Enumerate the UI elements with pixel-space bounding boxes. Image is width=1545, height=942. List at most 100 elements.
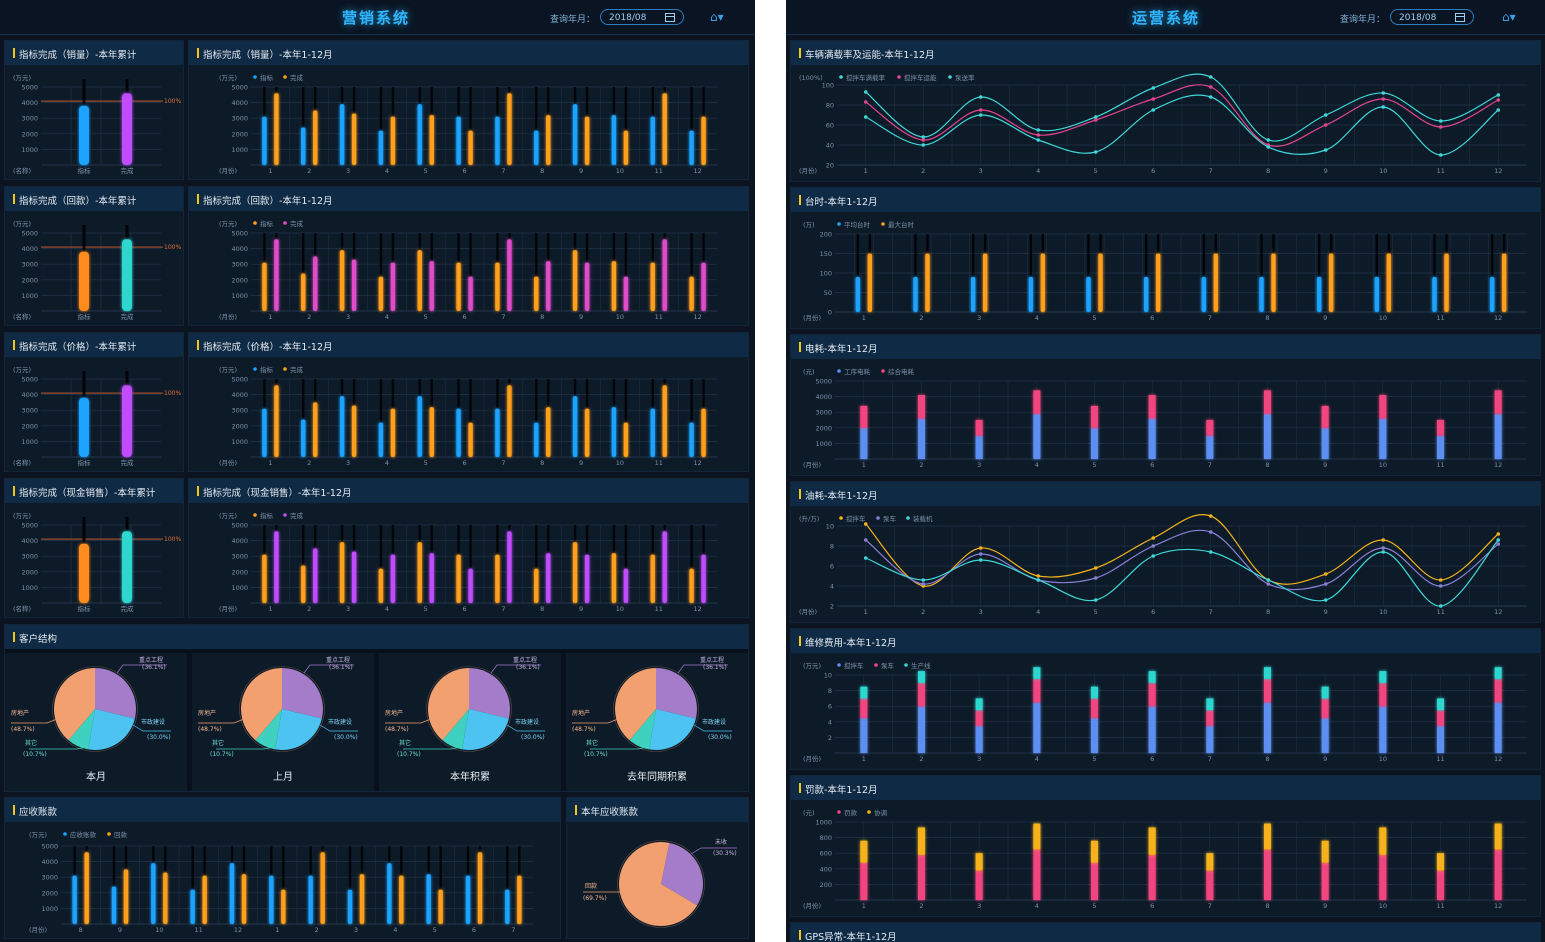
- bar: [1033, 849, 1041, 900]
- x-tick-label: 9: [118, 926, 122, 934]
- bar: [281, 889, 286, 924]
- legend-dot: [107, 832, 111, 836]
- y-tick-label: 3000: [41, 874, 58, 882]
- bar-track: [379, 379, 383, 457]
- bar: [301, 273, 306, 311]
- x-tick-label: 4: [1035, 314, 1039, 322]
- pie-slice: [255, 709, 282, 750]
- legend-label: 指标: [260, 511, 274, 520]
- y-tick-label: 2000: [231, 422, 248, 430]
- pie-leader-line: [29, 746, 88, 750]
- data-point: [1208, 75, 1213, 79]
- bar: [1264, 413, 1271, 459]
- x-axis-label: (月份): [799, 166, 817, 175]
- marketing-header: 营销系统 查询年月： 2018/08 ⌂▾: [0, 0, 755, 35]
- legend-label: 完成: [290, 365, 304, 374]
- pie-leader-line: [303, 664, 354, 674]
- bar: [689, 568, 694, 603]
- home-icon[interactable]: ⌂▾: [1502, 10, 1516, 24]
- y-tick-label: 5000: [21, 522, 38, 530]
- pie-label-pct: (10.7%): [210, 751, 234, 758]
- x-tick-label: 9: [579, 459, 583, 467]
- x-tick-label: 9: [579, 605, 583, 613]
- x-tick-label: 指标: [78, 458, 92, 467]
- bar: [1143, 276, 1149, 312]
- data-point: [863, 538, 868, 542]
- bar: [1437, 853, 1444, 871]
- bar: [417, 542, 422, 603]
- bar: [1155, 253, 1161, 312]
- bar: [1206, 870, 1214, 900]
- y-tick-label: 1000: [231, 292, 248, 300]
- pie-label-name: 市政建设: [702, 718, 726, 726]
- pie-label-pct: (48.7%): [198, 726, 222, 733]
- y-tick-label: 10: [824, 672, 832, 680]
- x-tick-label: 11: [1437, 167, 1445, 175]
- bar: [534, 130, 539, 165]
- x-tick-label: 1: [268, 167, 272, 175]
- panel-title-bar: 电耗-本年1-12月: [791, 335, 1540, 359]
- bar: [505, 889, 510, 924]
- x-tick-label: 3: [346, 459, 350, 467]
- y-tick-label: 6: [830, 563, 834, 571]
- bar: [351, 113, 357, 165]
- bar: [1148, 418, 1156, 459]
- legend-label: 泵送率: [955, 73, 975, 82]
- data-point: [1496, 542, 1501, 546]
- data-point: [1381, 538, 1386, 542]
- x-tick-label: 11: [195, 926, 203, 934]
- bar-track: [1260, 234, 1263, 312]
- data-point: [1323, 113, 1328, 117]
- x-tick-label: 4: [385, 313, 389, 321]
- y-tick-label: 1000: [21, 292, 38, 300]
- bar: [1379, 395, 1387, 419]
- bar: [1098, 253, 1103, 312]
- bar: [507, 93, 512, 165]
- x-tick-label: 10: [1379, 902, 1387, 910]
- bar: [1148, 706, 1156, 753]
- bar: [456, 554, 461, 603]
- pie-label-pct: (48.7%): [572, 726, 596, 733]
- bar: [122, 239, 132, 311]
- y-tick-label: 6: [828, 703, 832, 711]
- unit-label: (万元): [29, 831, 47, 839]
- bar: [1321, 698, 1329, 718]
- bar: [982, 253, 988, 312]
- query-month-picker[interactable]: 2018/08: [600, 9, 684, 25]
- data-point: [1151, 86, 1156, 90]
- pie-slice: [469, 668, 510, 719]
- x-tick-label: 10: [155, 926, 163, 934]
- query-month-picker[interactable]: 2018/08: [1390, 9, 1474, 25]
- bar: [339, 396, 345, 457]
- calendar-icon[interactable]: [1455, 13, 1465, 22]
- x-tick-label: 6: [1150, 902, 1154, 910]
- unit-label: (万元): [803, 662, 821, 670]
- bar: [546, 261, 551, 311]
- pie-label-pct: (10.7%): [397, 751, 421, 758]
- query-month-value: 2018/08: [1399, 13, 1437, 23]
- calendar-icon[interactable]: [665, 13, 675, 22]
- bar: [477, 852, 483, 924]
- bar-track: [535, 525, 538, 603]
- x-tick-label: 8: [1265, 461, 1269, 469]
- bar: [860, 862, 868, 900]
- pie-leader-line: [490, 664, 541, 674]
- legend-label: 完成: [290, 511, 304, 520]
- pie-leader-line: [506, 724, 545, 732]
- y-tick-label: 5000: [231, 230, 248, 238]
- legend-label: 泵车: [881, 661, 895, 670]
- data-point: [1496, 538, 1501, 542]
- home-icon[interactable]: ⌂▾: [710, 10, 724, 24]
- x-tick-label: 12: [1494, 461, 1502, 469]
- x-tick-label: 11: [1436, 902, 1444, 910]
- panel-title: 本年应收账款: [581, 807, 639, 818]
- x-tick-label: 7: [1208, 755, 1212, 763]
- pie-label-pct: (10.7%): [584, 751, 608, 758]
- bar: [387, 863, 392, 924]
- bar: [611, 115, 617, 165]
- x-tick-label: 1: [862, 902, 866, 910]
- bar: [1148, 854, 1156, 900]
- bar: [1206, 725, 1214, 753]
- bar: [378, 130, 384, 165]
